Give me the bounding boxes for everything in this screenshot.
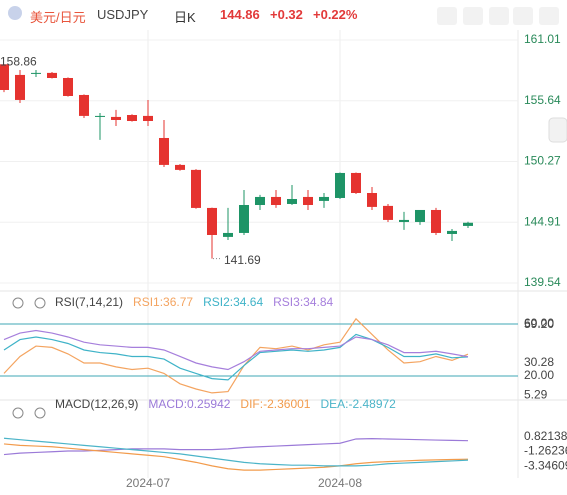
candle-body (319, 196, 329, 201)
series-line (3, 317, 469, 394)
min-label: 141.69 (224, 253, 261, 267)
candle-body (367, 192, 377, 207)
candle-body (287, 198, 297, 204)
candle-body (79, 94, 89, 116)
candle-body (47, 72, 57, 78)
y-tick-label: 5.29 (524, 387, 548, 401)
candle-body (335, 172, 345, 198)
legend-entry: DIF:-2.36001 (240, 397, 310, 411)
tool-button[interactable] (513, 7, 533, 25)
y-tick-label: 144.91 (524, 214, 561, 228)
y-tick-label: 155.64 (524, 93, 561, 107)
flag-icon (8, 6, 22, 20)
legend-entry: MACD:0.25942 (148, 397, 230, 411)
candle-body (191, 169, 201, 208)
pane-title: RSI(7,14,21) (55, 295, 123, 309)
y-tick-label: -3.34609 (524, 458, 567, 472)
change: +0.32 (270, 7, 303, 22)
y-tick-label: 59.20 (524, 317, 554, 331)
candle-body (303, 196, 313, 205)
candle-body (143, 115, 153, 122)
candle-body (111, 116, 121, 120)
series-line (3, 437, 469, 467)
candle-body (399, 219, 409, 222)
eye-icon[interactable] (12, 407, 24, 419)
candle-body (383, 205, 393, 220)
legend-entry: RSI1:36.77 (133, 295, 193, 309)
candle-body (431, 209, 441, 233)
y-tick-label: 161.01 (524, 32, 561, 46)
pane-icons[interactable] (12, 297, 46, 419)
max-label: 158.86 (0, 54, 37, 68)
candle-body (223, 232, 233, 237)
change-pct: +0.22% (313, 7, 358, 22)
symbol: USDJPY (97, 7, 149, 22)
eye-icon[interactable] (12, 297, 24, 309)
candle-body (175, 164, 185, 170)
series-line (3, 443, 469, 471)
candle-body (159, 137, 169, 165)
legend-entry: RSI3:34.84 (273, 295, 333, 309)
header: 美元/日元 USDJPY 日K 144.86 +0.32 +0.22% (0, 0, 567, 30)
gear-icon[interactable] (34, 297, 46, 309)
y-tick-label: 150.27 (524, 154, 561, 168)
pair[interactable]: 美元/日元 (30, 10, 86, 25)
y-tick-label: 60.00 (524, 316, 554, 330)
candle-body (15, 74, 25, 100)
series-line (3, 333, 469, 381)
candle-body (255, 196, 265, 205)
legend-entry: RSI2:34.64 (203, 295, 263, 309)
period[interactable]: 日K (174, 10, 196, 25)
tool-button[interactable] (463, 7, 483, 25)
y-tick-label: -1.26236 (524, 444, 567, 458)
candle-body (127, 115, 137, 122)
candle-body (415, 209, 425, 222)
candle-body (447, 230, 457, 234)
candle-body (239, 204, 249, 233)
x-tick-label: 2024-08 (318, 476, 362, 490)
y-tick-label: 0.82138 (524, 429, 567, 443)
candle-body (207, 207, 217, 235)
series-line (3, 329, 469, 371)
y-tick-label: 139.54 (524, 275, 561, 289)
candle-body (351, 172, 361, 193)
candle-body (63, 77, 73, 96)
y-tick-label: 30.28 (524, 355, 554, 369)
legend-entry: DEA:-2.48972 (320, 397, 396, 411)
tool-button[interactable] (539, 7, 559, 25)
candle-body (95, 115, 105, 117)
price: 144.86 (220, 7, 260, 22)
toolbar (437, 7, 567, 143)
candle-body (271, 196, 281, 205)
gear-icon[interactable] (34, 407, 46, 419)
tool-button[interactable] (437, 7, 457, 25)
candle-body (31, 72, 41, 74)
series-line (3, 438, 469, 456)
tool-button[interactable] (489, 7, 509, 25)
x-tick-label: 2024-07 (126, 476, 170, 490)
candle-body (463, 222, 473, 226)
candle-body (0, 64, 9, 90)
y-tick-label: 20.00 (524, 368, 554, 382)
pane-title: MACD(12,26,9) (55, 397, 138, 411)
side-button[interactable] (548, 117, 567, 143)
